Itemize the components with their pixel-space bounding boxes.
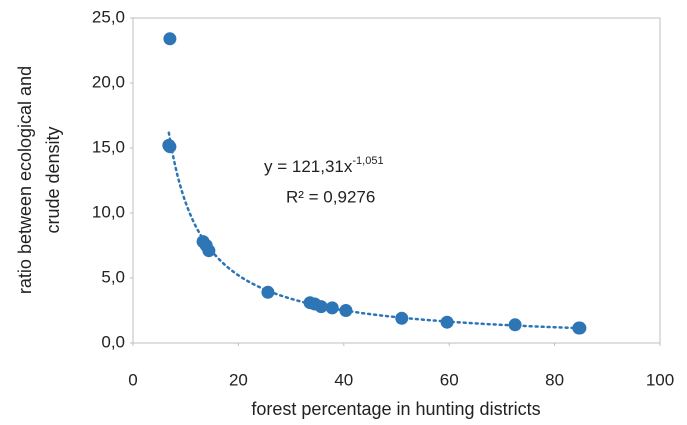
y-tick-label: 25,0 bbox=[92, 7, 125, 26]
y-tick-label: 15,0 bbox=[92, 137, 125, 156]
y-axis-label-line: crude density bbox=[43, 126, 63, 233]
r-squared: R² = 0,9276 bbox=[286, 187, 375, 206]
point bbox=[573, 321, 587, 335]
y-axis-label: ratio between ecological and crude densi… bbox=[15, 66, 63, 294]
point bbox=[202, 244, 216, 258]
point bbox=[163, 32, 177, 46]
y-tick-label: 5,0 bbox=[101, 267, 125, 286]
x-tick-label: 20 bbox=[229, 370, 248, 389]
y-axis-label-line: ratio between ecological and bbox=[15, 66, 35, 294]
plot-frame bbox=[132, 17, 661, 344]
x-tick-label: 100 bbox=[646, 370, 674, 389]
point bbox=[339, 304, 353, 317]
x-tick-label: 80 bbox=[545, 370, 564, 389]
x-axis-label: forest percentage in hunting districts bbox=[251, 399, 540, 419]
y-tick-label: 0,0 bbox=[101, 332, 125, 351]
point bbox=[395, 311, 409, 325]
point bbox=[325, 301, 339, 315]
x-tick-label: 40 bbox=[334, 370, 353, 389]
exponent: -1,051 bbox=[352, 155, 383, 167]
equation: y = 121,31x bbox=[264, 157, 353, 176]
y-tick-label: 20,0 bbox=[92, 72, 125, 91]
x-tick-label: 60 bbox=[440, 370, 459, 389]
point bbox=[314, 300, 328, 314]
point bbox=[440, 315, 454, 329]
point bbox=[508, 318, 522, 332]
trend-equation: y = 121,31x-1,051 bbox=[264, 155, 384, 177]
point bbox=[163, 140, 177, 154]
y-tick-label: 10,0 bbox=[92, 202, 125, 221]
point bbox=[261, 285, 275, 299]
x-tick-label: 0 bbox=[128, 370, 137, 389]
